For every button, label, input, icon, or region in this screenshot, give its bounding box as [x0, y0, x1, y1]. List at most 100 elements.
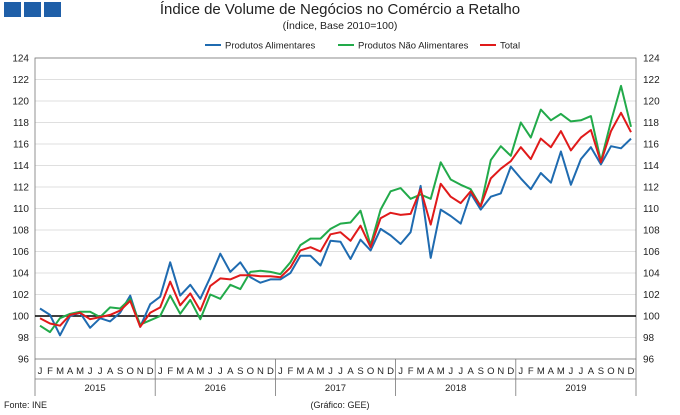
x-tick-label: A	[468, 366, 475, 377]
y-tick-label-left: 98	[18, 333, 30, 344]
x-tick-label: M	[437, 366, 445, 377]
year-label: 2018	[445, 383, 466, 394]
y-tick-label-left: 116	[13, 140, 29, 151]
source-note: Fonte: INE	[4, 400, 48, 410]
x-tick-label: D	[387, 366, 394, 377]
x-tick-label: O	[367, 366, 374, 377]
y-tick-label-left: 118	[13, 118, 29, 129]
x-tick-label: J	[278, 366, 283, 377]
x-tick-label: N	[257, 366, 264, 377]
x-tick-label: S	[478, 366, 484, 377]
x-tick-label: J	[518, 366, 523, 377]
x-tick-label: J	[398, 366, 403, 377]
x-tick-label: J	[88, 366, 93, 377]
x-tick-label: O	[607, 366, 614, 377]
chart-credit: (Gráfico: GEE)	[310, 400, 370, 410]
x-tick-label: F	[528, 366, 534, 377]
year-label: 2017	[325, 383, 346, 394]
y-tick-label-left: 106	[12, 247, 29, 258]
x-tick-label: D	[267, 366, 274, 377]
x-tick-label: M	[296, 366, 304, 377]
x-tick-label: N	[137, 366, 144, 377]
x-tick-label: F	[47, 366, 53, 377]
y-tick-label-left: 120	[12, 97, 29, 108]
y-tick-label-left: 102	[12, 290, 29, 301]
series-line-total	[39, 111, 632, 328]
x-tick-label: A	[67, 366, 74, 377]
x-tick-label: A	[427, 366, 434, 377]
x-tick-label: J	[569, 366, 574, 377]
x-tick-label: N	[497, 366, 504, 377]
y-tick-label-left: 112	[13, 183, 29, 194]
y-tick-label-right: 98	[643, 333, 655, 344]
y-tick-label-right: 118	[643, 118, 659, 129]
y-tick-label-right: 120	[643, 97, 660, 108]
x-tick-label: F	[408, 366, 414, 377]
y-tick-label-right: 102	[643, 290, 660, 301]
x-tick-label: M	[317, 366, 325, 377]
x-tick-label: S	[237, 366, 243, 377]
x-tick-label: J	[448, 366, 453, 377]
legend-label: Total	[500, 41, 520, 52]
x-tick-label: O	[487, 366, 494, 377]
y-tick-label-right: 100	[643, 312, 660, 323]
logo-square	[4, 2, 21, 17]
x-tick-label: F	[167, 366, 173, 377]
x-tick-label: N	[618, 366, 625, 377]
y-tick-label-right: 96	[643, 355, 655, 366]
logo-square	[24, 2, 41, 17]
x-tick-label: M	[76, 366, 84, 377]
y-tick-label-right: 116	[643, 140, 659, 151]
y-tick-label-left: 96	[18, 355, 30, 366]
x-tick-label: A	[347, 366, 354, 377]
legend-label: Produtos Alimentares	[225, 41, 316, 52]
plot-frame	[34, 57, 637, 360]
x-tick-label: A	[307, 366, 314, 377]
x-tick-label: A	[588, 366, 595, 377]
x-tick-label: A	[227, 366, 234, 377]
x-tick-label: J	[158, 366, 163, 377]
y-tick-label-left: 100	[12, 312, 29, 323]
y-tick-label-right: 108	[643, 226, 660, 237]
x-tick-label: O	[126, 366, 133, 377]
y-tick-label-left: 114	[13, 161, 29, 172]
y-tick-label-right: 122	[643, 75, 660, 86]
x-tick-label: D	[147, 366, 154, 377]
y-tick-label-left: 122	[12, 75, 29, 86]
y-tick-label-left: 104	[12, 269, 29, 280]
x-tick-label: J	[208, 366, 213, 377]
y-tick-label-right: 106	[643, 247, 660, 258]
x-tick-label: S	[598, 366, 604, 377]
chart-title: Índice de Volume de Negócios no Comércio…	[159, 1, 521, 18]
year-label: 2015	[85, 383, 106, 394]
legend-label: Produtos Não Alimentares	[358, 41, 469, 52]
y-tick-label-left: 108	[12, 226, 29, 237]
chart-subtitle: (Índice, Base 2010=100)	[282, 20, 398, 32]
x-tick-label: S	[117, 366, 123, 377]
y-tick-label-right: 114	[643, 161, 659, 172]
series-line-produtos-alimentares	[39, 137, 632, 337]
year-label: 2019	[565, 383, 586, 394]
x-tick-label: J	[458, 366, 463, 377]
x-tick-label: D	[628, 366, 635, 377]
x-tick-label: M	[537, 366, 545, 377]
x-tick-label: J	[579, 366, 584, 377]
y-tick-label-left: 124	[12, 54, 29, 65]
x-tick-label: M	[417, 366, 425, 377]
y-tick-label-right: 110	[643, 204, 659, 215]
x-tick-label: J	[38, 366, 43, 377]
x-tick-label: M	[176, 366, 184, 377]
y-tick-label-right: 104	[643, 269, 660, 280]
x-tick-label: A	[187, 366, 194, 377]
x-tick-label: D	[507, 366, 514, 377]
x-tick-label: M	[56, 366, 64, 377]
logo-square	[44, 2, 61, 17]
x-tick-label: J	[218, 366, 223, 377]
x-tick-label: J	[328, 366, 333, 377]
y-tick-label-right: 124	[643, 54, 660, 65]
x-tick-label: M	[557, 366, 565, 377]
y-tick-label-left: 110	[13, 204, 29, 215]
x-tick-label: F	[288, 366, 294, 377]
year-label: 2016	[205, 383, 226, 394]
